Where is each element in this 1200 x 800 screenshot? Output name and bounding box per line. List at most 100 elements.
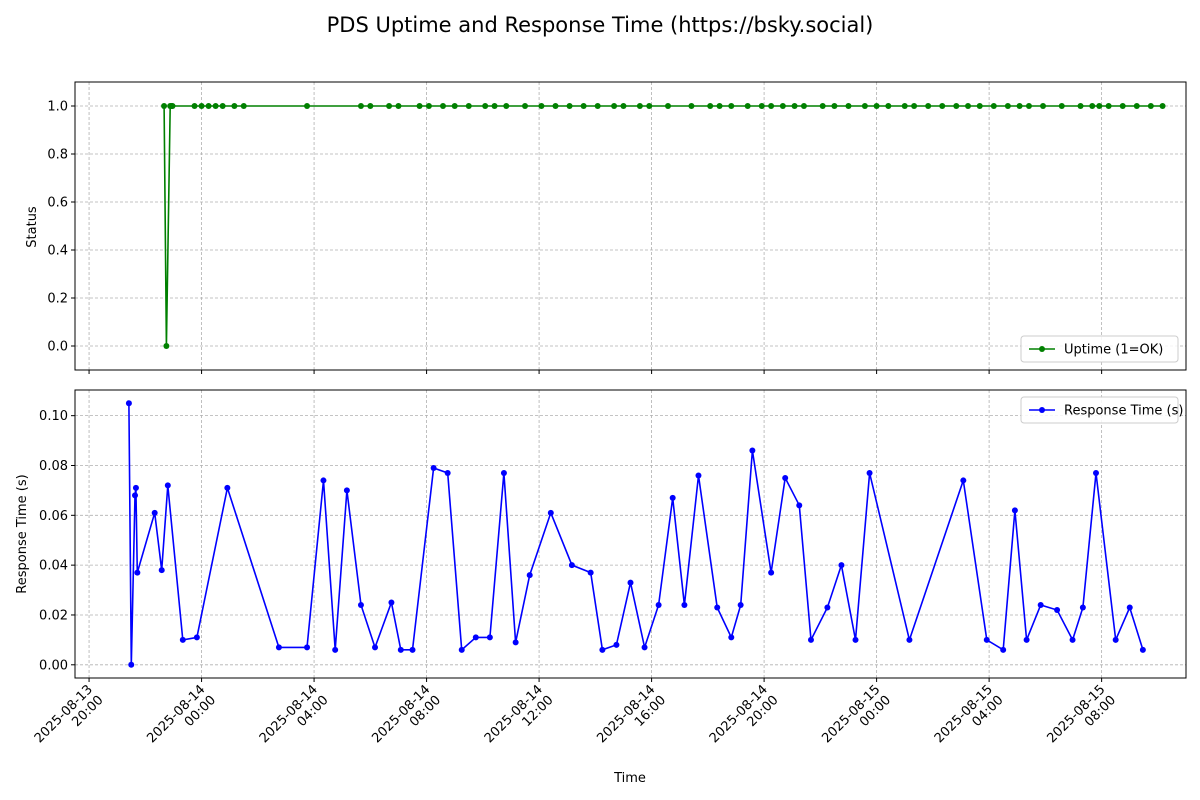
response-time-y-axis-label: Response Time (s) bbox=[15, 474, 30, 593]
data-point bbox=[179, 636, 186, 643]
data-point bbox=[491, 103, 498, 109]
data-point bbox=[779, 103, 786, 109]
data-point bbox=[873, 103, 880, 109]
data-point bbox=[568, 562, 575, 569]
data-point bbox=[1133, 103, 1140, 109]
data-point bbox=[357, 602, 364, 609]
data-point bbox=[1159, 103, 1166, 109]
data-point bbox=[580, 103, 587, 109]
data-point bbox=[1000, 646, 1007, 653]
data-point bbox=[486, 634, 493, 641]
data-point bbox=[791, 103, 798, 109]
data-point bbox=[132, 492, 139, 499]
x-tick-label: 2025-08-1408:00 bbox=[369, 682, 444, 757]
data-point bbox=[538, 103, 545, 109]
data-point bbox=[782, 474, 789, 481]
data-point bbox=[439, 103, 446, 109]
data-point bbox=[397, 646, 404, 653]
data-point bbox=[824, 604, 831, 611]
data-point bbox=[522, 103, 529, 109]
data-point bbox=[332, 646, 339, 653]
data-point bbox=[1105, 103, 1112, 109]
data-point bbox=[219, 103, 226, 109]
data-point bbox=[1040, 103, 1047, 109]
data-point bbox=[845, 103, 852, 109]
data-point bbox=[1079, 604, 1086, 611]
data-point bbox=[444, 469, 451, 476]
y-tick-label: 1.0 bbox=[47, 100, 68, 115]
data-point bbox=[367, 103, 374, 109]
data-point bbox=[587, 569, 594, 576]
data-point bbox=[240, 103, 247, 109]
data-point bbox=[465, 103, 472, 109]
legend: Response Time (s) bbox=[1020, 396, 1183, 424]
data-point bbox=[193, 634, 200, 641]
data-point bbox=[611, 103, 618, 109]
data-point bbox=[728, 103, 735, 109]
data-point bbox=[503, 103, 510, 109]
data-point bbox=[1037, 602, 1044, 609]
data-point bbox=[1069, 636, 1076, 643]
uptime-panel: Status 0.0 0.2 0.4 0.6 0.8 1.0 Uptime (1=OK) bbox=[25, 81, 1187, 374]
y-tick-label: 0.0 bbox=[47, 340, 68, 355]
grid-lines bbox=[75, 390, 1186, 678]
data-point bbox=[1139, 646, 1146, 653]
data-point bbox=[1004, 103, 1011, 109]
data-point bbox=[906, 636, 913, 643]
x-tick-label: 2025-08-1404:00 bbox=[257, 682, 332, 757]
data-point bbox=[960, 477, 967, 484]
data-point bbox=[1096, 103, 1103, 109]
data-point bbox=[758, 103, 765, 109]
data-point bbox=[861, 103, 868, 109]
uptime-y-axis-label: Status bbox=[25, 206, 40, 248]
y-tick-label: 0.10 bbox=[39, 409, 68, 424]
data-point bbox=[800, 103, 807, 109]
data-point bbox=[198, 103, 205, 109]
data-point bbox=[1077, 103, 1084, 109]
data-point bbox=[655, 602, 662, 609]
data-point bbox=[425, 103, 432, 109]
legend-box bbox=[1020, 396, 1179, 424]
data-point bbox=[613, 641, 620, 648]
data-point bbox=[482, 103, 489, 109]
data-point bbox=[953, 103, 960, 109]
data-point bbox=[866, 469, 873, 476]
data-point bbox=[1119, 103, 1126, 109]
y-tick-label: 0.08 bbox=[39, 459, 68, 474]
grid-lines bbox=[75, 82, 1186, 370]
data-point bbox=[416, 103, 423, 109]
data-point bbox=[599, 646, 606, 653]
data-point bbox=[161, 103, 168, 109]
data-point bbox=[768, 569, 775, 576]
y-tick-label: 0.04 bbox=[39, 559, 68, 574]
data-point bbox=[1025, 103, 1032, 109]
x-tick-label: 2025-08-1504:00 bbox=[932, 682, 1007, 757]
data-point bbox=[636, 103, 643, 109]
data-point bbox=[965, 103, 972, 109]
data-point bbox=[224, 484, 231, 491]
data-point bbox=[716, 103, 723, 109]
x-tick-label: 2025-08-1500:00 bbox=[819, 682, 894, 757]
data-point bbox=[169, 103, 176, 109]
y-tick-label: 0.4 bbox=[47, 244, 68, 259]
data-point bbox=[707, 103, 714, 109]
data-point bbox=[807, 636, 814, 643]
data-point bbox=[547, 509, 554, 516]
data-point bbox=[728, 634, 735, 641]
data-point bbox=[357, 103, 364, 109]
data-point bbox=[688, 103, 695, 109]
data-point bbox=[665, 103, 672, 109]
data-point bbox=[1147, 103, 1154, 109]
x-tick-label: 2025-08-1320:00 bbox=[32, 682, 107, 757]
data-point bbox=[852, 636, 859, 643]
data-point bbox=[500, 469, 507, 476]
data-point bbox=[566, 103, 573, 109]
data-point bbox=[151, 509, 158, 516]
data-point bbox=[939, 103, 946, 109]
response-time-panel: Response Time (s) Time 0.00 0.02 0.04 0.06 0… bbox=[15, 389, 1187, 786]
data-point bbox=[714, 604, 721, 611]
y-tick-label: 0.06 bbox=[39, 509, 68, 524]
data-point bbox=[388, 599, 395, 606]
y-tick-label: 0.2 bbox=[47, 292, 68, 307]
